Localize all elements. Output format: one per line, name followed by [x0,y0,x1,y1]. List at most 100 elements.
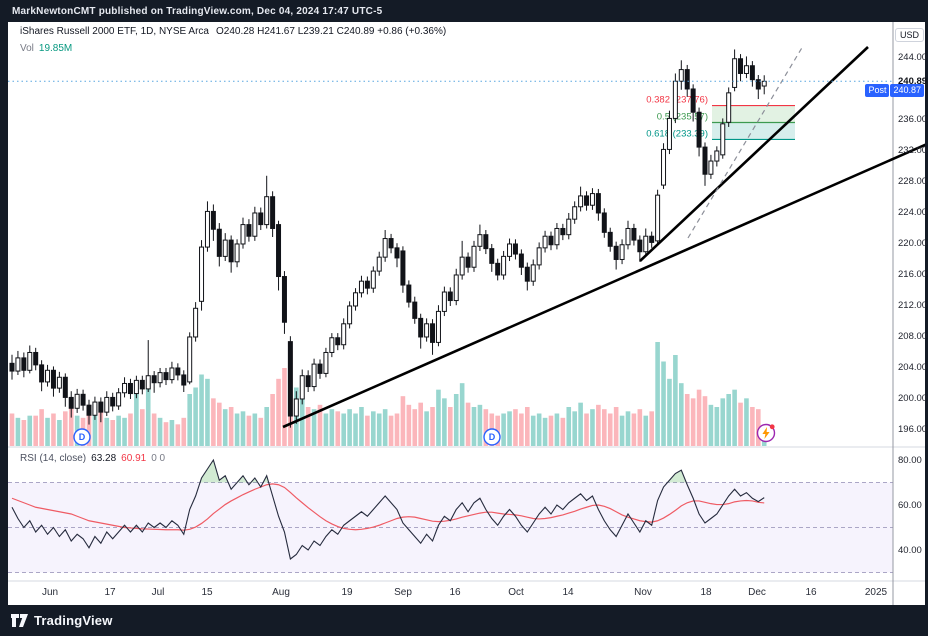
rsi-legend: RSI (14, close) 63.28 60.91 0 0 [20,453,165,464]
volume-bar [465,402,471,446]
rsi-extra-values: 0 0 [151,453,166,464]
volume-bar [145,383,151,446]
volume-bar [68,407,74,446]
candle-up [92,401,98,416]
candle-down [163,372,169,381]
price-axis: USD 240.89 244.00 236.00 232.00 228.00 224.0… [893,22,928,605]
candle-down [447,291,453,302]
candle-down [281,276,287,323]
post-market-badge: Post 240.87 [865,84,924,97]
candle-down [33,351,39,366]
volume-bar [323,413,329,446]
candle-down [276,224,282,278]
volume-bar [353,413,358,446]
volume-bar [453,394,459,446]
candle-up [566,218,572,236]
symbol-legend: iShares Russell 2000 ETF, 1D, NYSE Arca O… [20,26,446,37]
volume-bar [33,415,38,446]
volume-bar [169,420,175,446]
volume-bar [667,378,672,446]
candle-down [228,239,234,263]
symbol-title: iShares Russell 2000 ETF, 1D, NYSE Arca [20,26,209,37]
candle-up [104,396,110,413]
candle-up [157,372,163,384]
volume-bar [258,417,264,446]
volume-bar [329,409,335,446]
candle-down [607,231,613,247]
volume-bar [631,413,637,446]
volume-bar [193,387,198,446]
candle-up [578,195,584,208]
candle-up [45,369,51,383]
candle-down [637,239,643,253]
volume-bar [163,422,169,446]
candle-down [139,379,145,390]
candle-down [684,69,690,90]
candle-up [311,363,317,388]
time-tick-label: 17 [104,587,116,598]
time-tick-label: Oct [508,587,524,598]
volume-bar [637,409,643,446]
candle-up [264,196,270,226]
tradingview-logo-icon[interactable] [11,614,28,627]
last-price-label: 240.89 [898,75,928,87]
volume-bar [548,415,554,446]
candle-down [305,375,311,388]
candle-up [293,398,299,417]
volume-bar [341,413,346,446]
rsi-overbought-fill [237,475,248,483]
candle-down [39,364,45,383]
candle-down [601,212,607,233]
candle-up [507,243,513,257]
volume-bar [513,409,518,446]
candle-up [672,80,678,119]
volume-bar [661,361,666,446]
candle-up [199,246,205,302]
volume-bar [157,417,163,446]
volume-bar [104,417,110,446]
volume-bar [560,417,566,446]
candle-down [335,337,341,346]
price-tick-label: 228.00 [898,175,928,187]
candle-up [708,160,714,175]
candle-down [80,393,86,406]
candle-down [62,376,68,398]
candle-up [435,310,441,343]
candle-down [489,248,495,264]
candle-down [524,266,530,282]
volume-bar [471,407,477,446]
time-tick-label: 19 [341,587,353,598]
volume-bar [211,398,216,446]
candle-down [21,357,27,371]
volume-bar [63,411,68,446]
volume-bar [696,389,702,446]
candle-up [169,367,175,381]
candle-down [702,146,708,175]
rsi-tick-label: 40.00 [898,544,922,556]
candle-up [15,357,21,372]
candle-down [418,317,424,338]
price-tick-label: 196.00 [898,423,928,435]
volume-bar [678,383,684,446]
candle-up [358,280,364,294]
volume-bar [311,409,317,446]
volume-bar [270,394,275,446]
candle-down [631,227,637,241]
candle-down [317,363,323,374]
volume-bar [282,368,287,446]
candle-down [50,369,56,389]
volume-bar [86,404,92,446]
candle-down [465,256,471,268]
attribution-bar: MarkNewtonCMT published on TradingView.c… [0,0,928,22]
tradingview-brand-text[interactable]: TradingView [34,613,113,628]
candle-up [542,235,548,249]
volume-bar [246,415,252,446]
time-tick-label: Sep [394,587,412,598]
candle-up [424,323,430,338]
candle-up [341,323,347,346]
volume-bar [51,413,56,446]
currency-button[interactable]: USD [895,28,925,42]
candle-down [246,224,252,237]
volume-bar [21,420,27,446]
candle-down [9,362,15,372]
